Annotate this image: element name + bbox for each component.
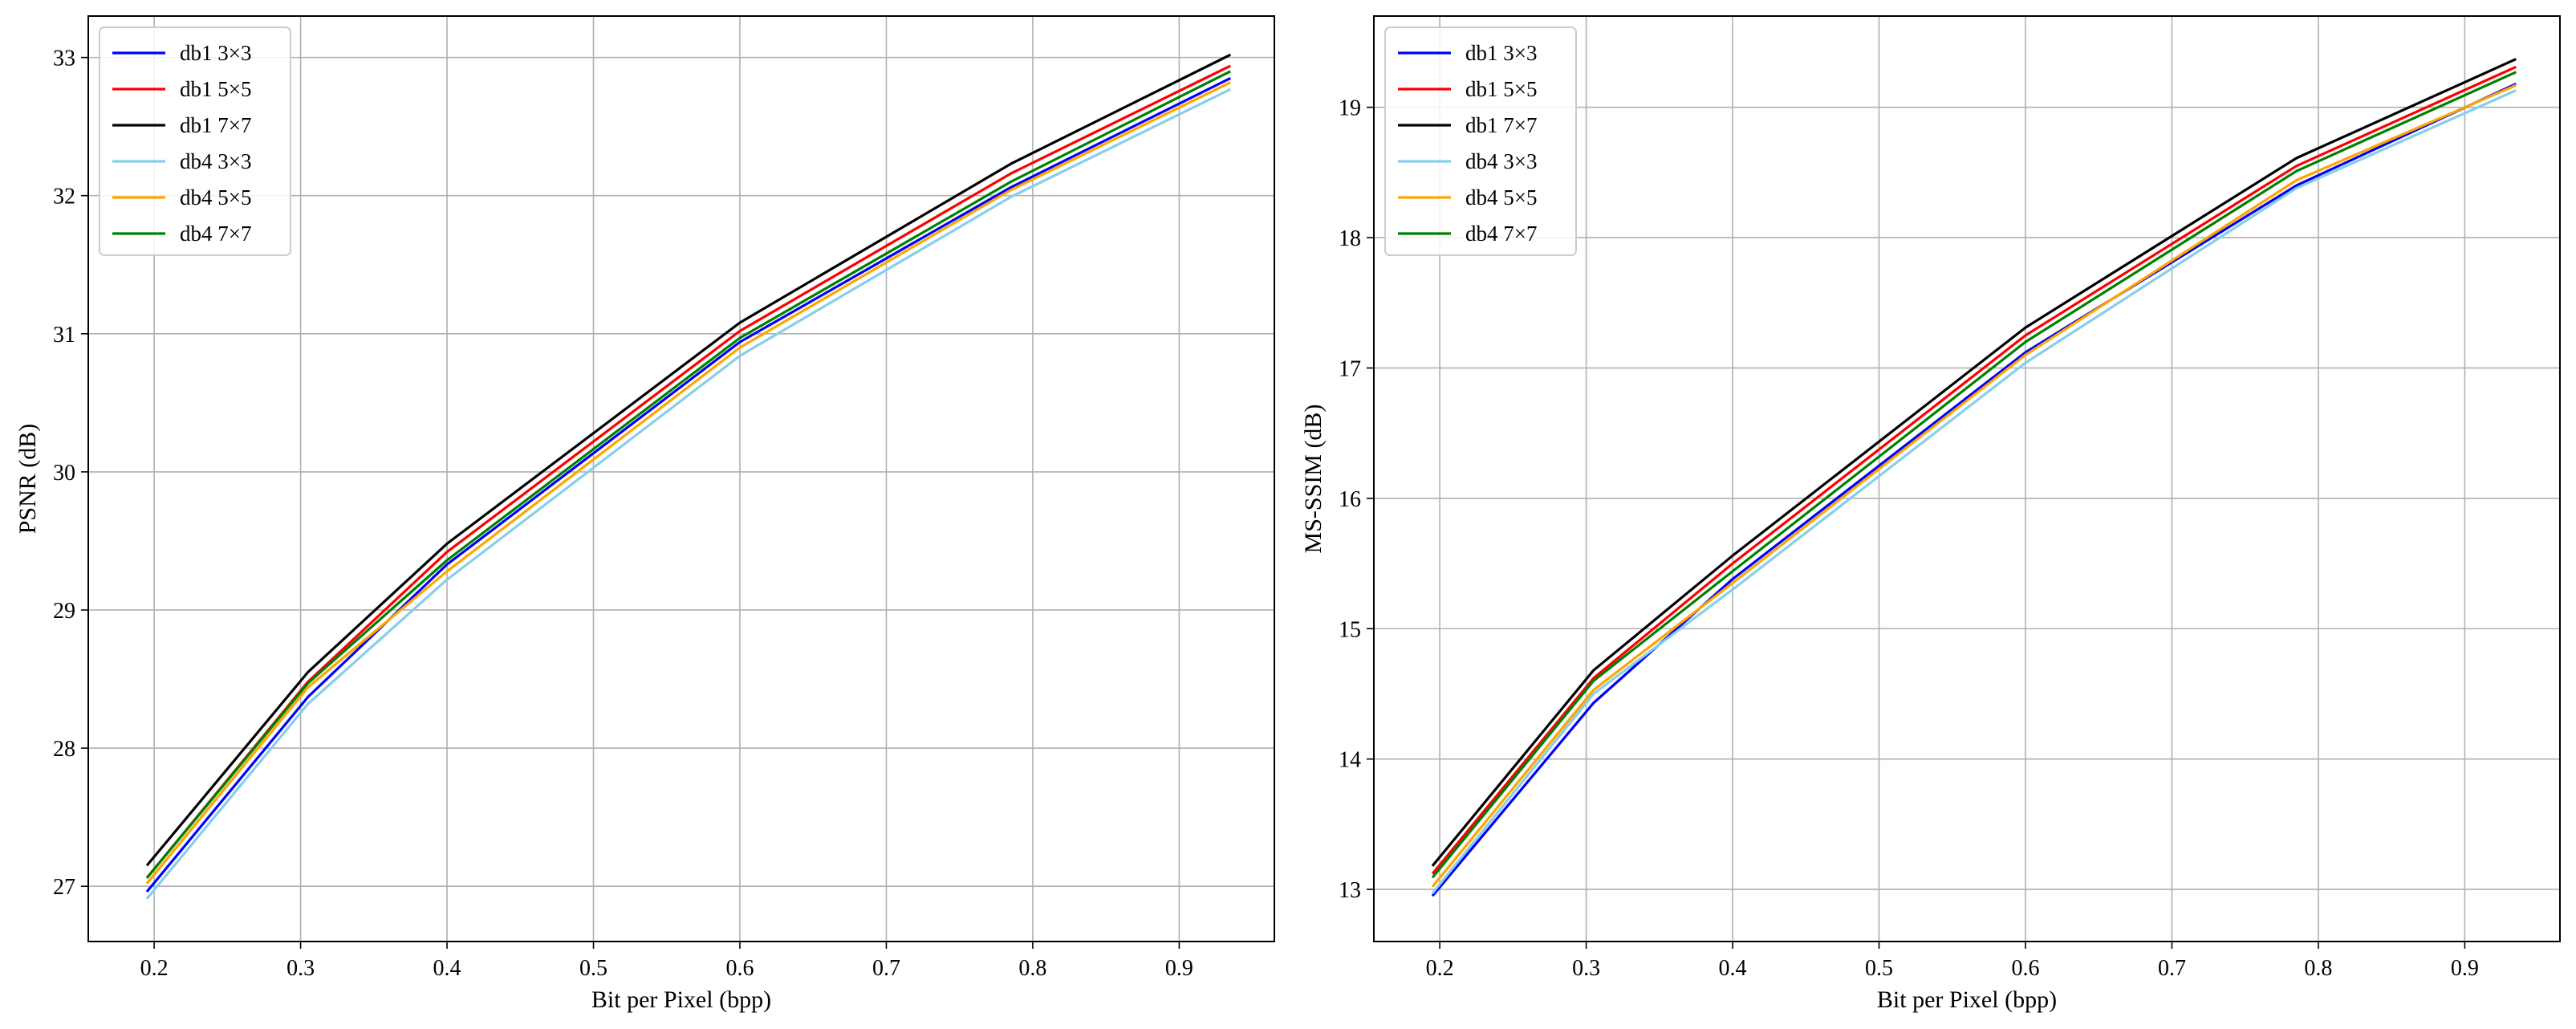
series-line-db4-7-7 bbox=[1431, 71, 2517, 879]
legend: db1 3×3 db1 5×5 db1 7×7 db4 3×3 db4 5×5 db4 7… bbox=[1384, 26, 1577, 256]
y-tick-label: 14 bbox=[1339, 748, 1361, 773]
x-axis-label: Bit per Pixel (bpp) bbox=[1877, 986, 2057, 1013]
series-line-db4-3-3 bbox=[1431, 89, 2517, 894]
legend-label-db1-5-5: db1 5×5 bbox=[180, 77, 251, 101]
y-tick-label: 31 bbox=[53, 323, 75, 348]
x-axis-label: Bit per Pixel (bpp) bbox=[591, 986, 771, 1013]
x-tick-label: 0.4 bbox=[1719, 956, 1747, 981]
y-tick-label: 33 bbox=[53, 47, 75, 71]
x-tick-label: 0.6 bbox=[725, 956, 754, 981]
series-line-db1-7-7 bbox=[145, 53, 1232, 867]
x-tick-label: 0.3 bbox=[286, 956, 315, 981]
plot-frame bbox=[87, 15, 1275, 942]
plot-frame bbox=[1373, 15, 2561, 942]
legend-label-db4-3-3: db4 3×3 bbox=[1465, 149, 1537, 173]
y-tick-label: 28 bbox=[53, 737, 75, 762]
chart-1: 0.2 0.3 0.4 0.5 0.6 0.7 0.8 0.9 27 28 29 30 31 32 33 Bi… bbox=[14, 15, 1275, 1013]
legend-label-db4-5-5: db4 5×5 bbox=[180, 185, 251, 209]
x-tick-label: 0.8 bbox=[1018, 956, 1046, 981]
y-tick-label: 18 bbox=[1339, 226, 1361, 251]
y-tick-label: 30 bbox=[53, 461, 75, 486]
x-tick-label: 0.3 bbox=[1572, 956, 1600, 981]
y-tick-label: 29 bbox=[53, 599, 75, 624]
series-line-db1-5-5 bbox=[1431, 65, 2517, 875]
chart-2: 0.2 0.3 0.4 0.5 0.6 0.7 0.8 0.9 13 14 15 16 17 18 19 Bi… bbox=[1300, 15, 2561, 1013]
x-tick-label: 0.2 bbox=[140, 956, 169, 981]
x-tick-label: 0.5 bbox=[579, 956, 607, 981]
x-tick-label: 0.7 bbox=[2158, 956, 2186, 981]
legend-label-db1-7-7: db1 7×7 bbox=[180, 113, 251, 137]
legend-label-db1-7-7: db1 7×7 bbox=[1465, 113, 1537, 137]
y-tick-label: 27 bbox=[53, 875, 75, 900]
legend-label-db4-3-3: db4 3×3 bbox=[180, 149, 251, 173]
series-line-db4-3-3 bbox=[145, 87, 1232, 900]
y-tick-label: 32 bbox=[53, 185, 75, 209]
legend-label-db4-5-5: db4 5×5 bbox=[1465, 185, 1537, 209]
series-line-db1-3-3 bbox=[1431, 82, 2517, 897]
legend-label-db4-7-7: db4 7×7 bbox=[180, 222, 251, 246]
y-tick-label: 13 bbox=[1339, 878, 1361, 903]
x-tick-label: 0.9 bbox=[1165, 956, 1193, 981]
legend-label-db4-7-7: db4 7×7 bbox=[1465, 222, 1537, 246]
series-line-db4-5-5 bbox=[1431, 83, 2517, 888]
x-tick-label: 0.6 bbox=[2011, 956, 2039, 981]
y-tick-label: 17 bbox=[1339, 356, 1361, 381]
x-tick-label: 0.9 bbox=[2451, 956, 2479, 981]
y-axis-label: MS-SSIM (dB) bbox=[1300, 405, 1327, 554]
x-tick-label: 0.7 bbox=[872, 956, 900, 981]
x-tick-label: 0.8 bbox=[2304, 956, 2332, 981]
legend-label-db1-3-3: db1 3×3 bbox=[1465, 41, 1537, 65]
series-line-db1-3-3 bbox=[145, 76, 1232, 893]
series-line-db4-7-7 bbox=[145, 70, 1232, 879]
series-line-db4-5-5 bbox=[145, 81, 1232, 885]
x-tick-label: 0.2 bbox=[1426, 956, 1454, 981]
series-line-db1-7-7 bbox=[1431, 58, 2517, 867]
x-tick-label: 0.5 bbox=[1865, 956, 1893, 981]
y-axis-label: PSNR (dB) bbox=[14, 424, 41, 535]
legend: db1 3×3 db1 5×5 db1 7×7 db4 3×3 db4 5×5 db4 7… bbox=[99, 26, 291, 256]
y-tick-label: 15 bbox=[1339, 617, 1361, 642]
legend-label-db1-5-5: db1 5×5 bbox=[1465, 77, 1537, 101]
legend-label-db1-3-3: db1 3×3 bbox=[180, 41, 251, 65]
x-tick-label: 0.4 bbox=[433, 956, 461, 981]
y-tick-label: 16 bbox=[1339, 487, 1361, 512]
y-tick-label: 19 bbox=[1339, 96, 1361, 121]
